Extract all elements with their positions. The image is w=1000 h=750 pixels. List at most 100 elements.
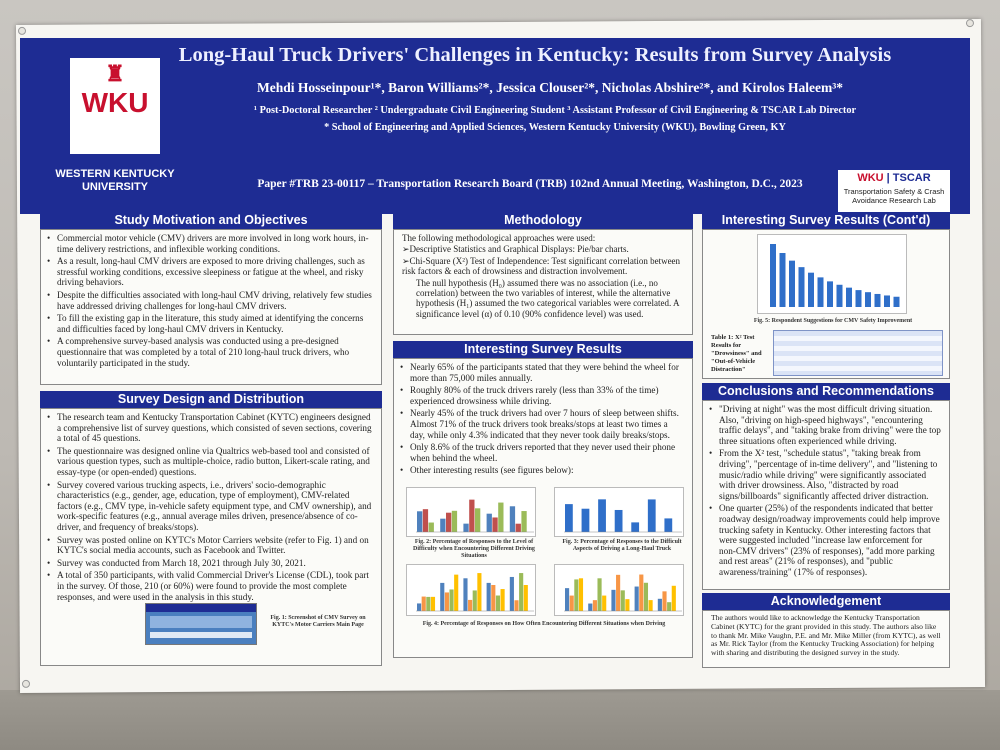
list-item: Survey was conducted from March 18, 2021… <box>47 558 373 569</box>
bar <box>634 586 639 611</box>
table1 <box>773 330 943 376</box>
bar <box>472 590 477 611</box>
pin <box>21 679 31 688</box>
fig5-chart-svg <box>770 244 900 307</box>
tscar-wku: WKU <box>857 172 884 184</box>
affiliation-line: ¹ Post-Doctoral Researcher ² Undergradua… <box>253 105 857 116</box>
design-box: The research team and Kentucky Transport… <box>40 408 382 666</box>
list-item: Survey was posted online on KYTC's Motor… <box>47 535 373 556</box>
bar <box>588 603 593 611</box>
conclusions-box: "Driving at night" was the most difficul… <box>702 400 950 590</box>
bar <box>643 582 649 611</box>
list-item: Only 8.6% of the truck drivers reported … <box>400 442 684 463</box>
fig5-chart <box>757 234 907 314</box>
fig1-caption: Fig. 1: Screenshot of CMV Survey on KYTC… <box>270 615 366 628</box>
bar <box>469 499 475 532</box>
bar <box>514 600 519 611</box>
list-item: A comprehensive survey-based analysis wa… <box>47 336 373 368</box>
list-item: Despite the difficulties associated with… <box>47 290 373 311</box>
fig4b-chart-svg <box>564 574 682 612</box>
column-right: Interesting Survey Results (Cont'd) Fig.… <box>702 212 950 668</box>
bar <box>846 287 852 307</box>
bar <box>574 579 579 611</box>
bar <box>428 522 434 532</box>
bar <box>446 512 452 532</box>
list-item: One quarter (25%) of the respondents ind… <box>709 503 941 577</box>
bar <box>491 585 496 611</box>
list-item: The research team and Kentucky Transport… <box>47 412 373 444</box>
wku-name: WESTERN KENTUCKY UNIVERSITY <box>40 168 190 194</box>
section-heading: Acknowledgement <box>702 593 950 610</box>
bar <box>770 244 776 307</box>
bar <box>874 293 881 307</box>
motivation-box: Commercial motor vehicle (CMV) drivers a… <box>40 229 382 385</box>
bar <box>827 281 833 307</box>
bar <box>454 574 459 611</box>
bar <box>519 573 524 611</box>
bar <box>639 574 644 611</box>
poster-affiliations: ¹ Post-Doctoral Researcher ² Undergradua… <box>170 102 940 136</box>
column-middle: Methodology The following methodological… <box>393 212 693 658</box>
bar <box>426 596 431 611</box>
methodology-item: ➢Chi-Square (X²) Test of Independence: T… <box>402 255 681 277</box>
design-list: The research team and Kentucky Transport… <box>41 409 381 607</box>
methodology-hypothesis: The null hypothesis (H₀) assumed there w… <box>416 277 680 319</box>
list-item: From the X² test, "schedule status", "ta… <box>709 448 941 501</box>
paper-reference: Paper #TRB 23-00117 – Transportation Res… <box>257 178 803 190</box>
bar <box>486 513 492 532</box>
bar <box>667 602 672 611</box>
results-box: Nearly 65% of the participants stated th… <box>393 358 693 658</box>
bar <box>430 596 436 611</box>
bar <box>449 589 454 611</box>
bar <box>817 277 824 307</box>
bar <box>648 600 653 611</box>
wku-name-line: WESTERN KENTUCKY <box>55 168 175 180</box>
bar <box>475 508 481 532</box>
cubicle-wall-bottom <box>0 690 1000 750</box>
bar <box>523 584 528 611</box>
tscar-name: TSCAR <box>892 172 931 184</box>
bar <box>616 574 621 611</box>
bar <box>451 510 458 532</box>
fig3-chart <box>554 487 684 537</box>
bar <box>836 284 843 307</box>
column-left: Study Motivation and Objectives Commerci… <box>40 212 382 666</box>
bar <box>565 504 573 532</box>
results2-box: Fig. 5: Respondent Suggestions for CMV S… <box>702 229 950 379</box>
wku-name-line: UNIVERSITY <box>81 181 148 193</box>
bar <box>865 292 871 307</box>
bar <box>486 582 491 611</box>
fig1-screenshot <box>145 603 257 645</box>
poster-title: Long-Haul Truck Drivers' Challenges in K… <box>178 44 892 66</box>
bar <box>581 508 590 532</box>
fig4-chart-svg <box>416 573 534 612</box>
section-heading: Conclusions and Recommendations <box>702 383 950 400</box>
bar <box>789 260 795 307</box>
tscar-subtitle: Transportation Safety & Crash Avoidance … <box>843 187 945 205</box>
acknowledgement-text: The authors would like to acknowledge th… <box>711 613 941 658</box>
fig4b-chart <box>554 564 684 616</box>
pin <box>965 19 974 28</box>
list-item: Roughly 80% of the truck drivers rarely … <box>400 385 684 406</box>
pin <box>17 26 27 35</box>
bar <box>620 590 625 611</box>
section-heading: Study Motivation and Objectives <box>40 212 382 229</box>
bar <box>614 509 623 532</box>
bar <box>440 518 446 532</box>
poster-header: Long-Haul Truck Drivers' Challenges in K… <box>20 38 970 218</box>
bar <box>671 585 676 611</box>
fig3-chart-svg <box>564 499 682 533</box>
bar <box>500 589 505 611</box>
bar <box>498 502 504 532</box>
poster-authors: Mehdi Hosseinpour¹*, Baron Williams²*, J… <box>256 80 844 95</box>
list-item: Nearly 65% of the participants stated th… <box>400 362 684 383</box>
bar <box>569 595 574 611</box>
list-item: As a result, long-haul CMV drivers are e… <box>47 256 373 288</box>
section-heading: Interesting Survey Results <box>393 341 693 358</box>
fig5-caption: Fig. 5: Respondent Suggestions for CMV S… <box>753 318 913 324</box>
fig4-caption: Fig. 4: Percentage of Responses on How O… <box>422 621 666 627</box>
bar <box>417 603 422 611</box>
methodology-box: The following methodological approaches … <box>393 229 693 335</box>
list-item: Other interesting results (see figures b… <box>400 465 684 476</box>
table1-label: Table 1: X² Test Results for "Drowsiness… <box>711 334 762 373</box>
